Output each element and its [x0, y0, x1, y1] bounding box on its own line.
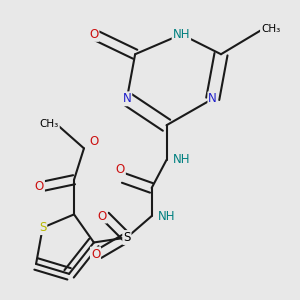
Text: CH₃: CH₃: [40, 118, 59, 129]
Text: O: O: [98, 209, 107, 223]
Text: O: O: [91, 248, 100, 260]
Text: S: S: [39, 221, 46, 234]
Text: S: S: [123, 231, 130, 244]
Text: O: O: [35, 180, 44, 193]
Text: NH: NH: [158, 209, 175, 223]
Text: NH: NH: [172, 28, 190, 41]
Text: N: N: [122, 92, 131, 105]
Text: O: O: [89, 28, 98, 41]
Text: O: O: [116, 163, 125, 176]
Text: N: N: [208, 92, 217, 105]
Text: NH: NH: [172, 153, 190, 167]
Text: O: O: [89, 135, 98, 148]
Text: CH₃: CH₃: [261, 25, 280, 34]
